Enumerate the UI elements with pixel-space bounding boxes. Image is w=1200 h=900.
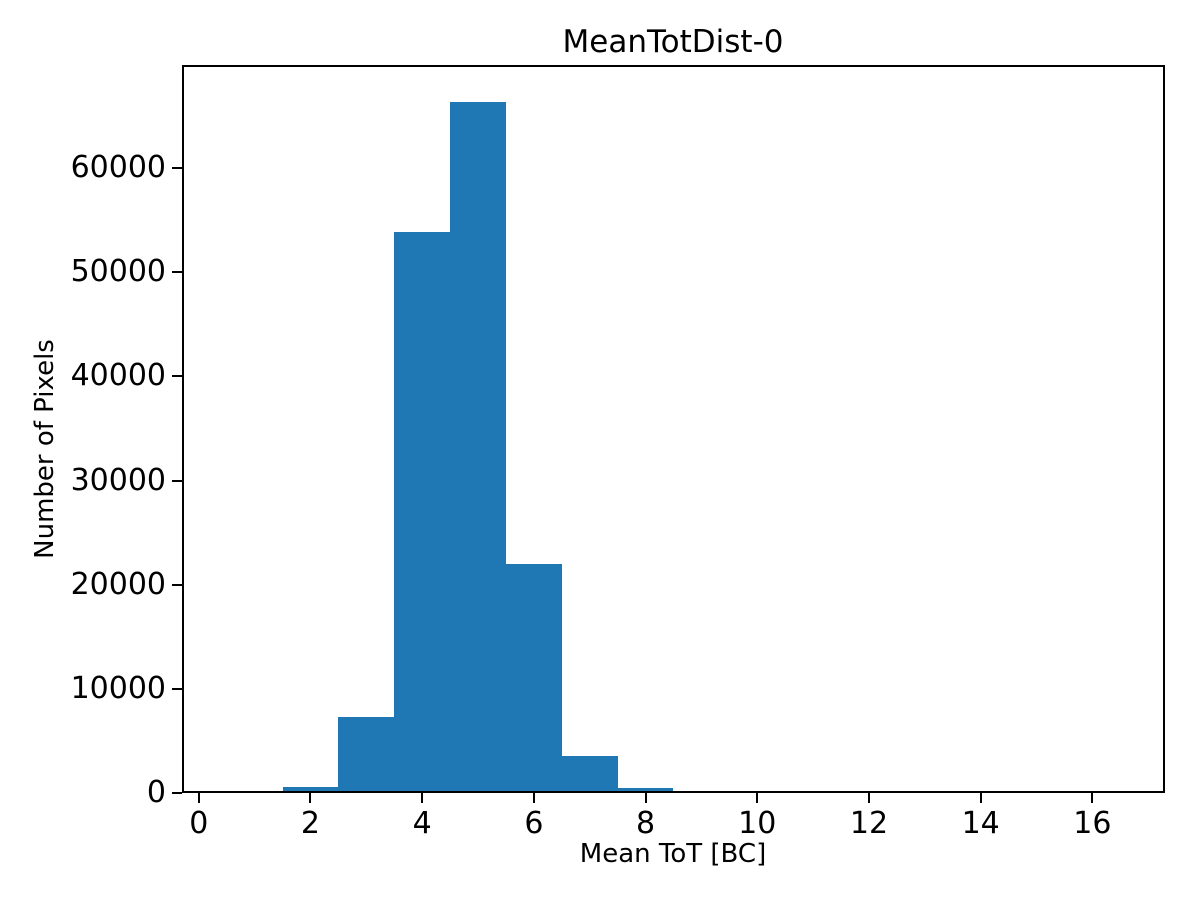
y-tick-mark: [172, 167, 182, 170]
y-tick-label: 60000: [70, 150, 166, 186]
histogram-bar: [617, 788, 674, 793]
y-tick-label: 0: [146, 775, 166, 810]
y-tick-mark: [172, 479, 182, 482]
x-tick-mark: [309, 793, 312, 803]
x-tick-mark: [756, 793, 759, 803]
x-tick-mark: [421, 793, 424, 803]
y-tick-mark: [172, 583, 182, 586]
histogram-bar: [561, 756, 618, 793]
x-tick-label: 4: [412, 806, 432, 841]
x-tick-label: 0: [189, 806, 209, 841]
x-tick-label: 10: [738, 806, 777, 841]
y-tick-label: 40000: [70, 358, 166, 394]
y-tick-label: 10000: [70, 670, 166, 706]
y-axis-label: Number of Pixels: [30, 339, 60, 559]
histogram-bar: [282, 786, 339, 793]
x-tick-mark: [867, 793, 870, 803]
x-tick-label: 16: [1073, 806, 1112, 841]
histogram-bar: [505, 563, 562, 793]
x-tick-mark: [532, 793, 535, 803]
x-tick-label: 6: [524, 806, 544, 841]
x-tick-label: 2: [300, 806, 320, 841]
y-tick-label: 20000: [70, 566, 166, 602]
x-tick-label: 14: [961, 806, 1000, 841]
histogram-bar: [673, 791, 730, 793]
x-tick-mark: [979, 793, 982, 803]
histogram-bar: [338, 716, 395, 793]
y-tick-label: 50000: [70, 254, 166, 290]
x-axis-label: Mean ToT [BC]: [579, 839, 767, 869]
x-tick-label: 8: [636, 806, 656, 841]
y-tick-label: 30000: [70, 462, 166, 498]
x-tick-label: 12: [849, 806, 889, 841]
y-tick-mark: [172, 792, 182, 794]
plot-area: 0 2 4 6 8 10 12 14 16 0 10000 20000 30000 40000 50000 6…: [71, 65, 1165, 839]
x-tick-mark: [197, 793, 200, 803]
x-tick-mark: [644, 793, 647, 803]
y-tick-mark: [172, 271, 182, 274]
histogram-bar: [450, 102, 506, 793]
y-tick-mark: [172, 375, 182, 378]
axes-frame: [182, 65, 1165, 793]
y-tick-mark: [172, 687, 182, 690]
x-tick-mark: [1091, 793, 1094, 803]
chart-title: MeanTotDist-0: [562, 24, 784, 60]
histogram-bar: [394, 231, 451, 793]
